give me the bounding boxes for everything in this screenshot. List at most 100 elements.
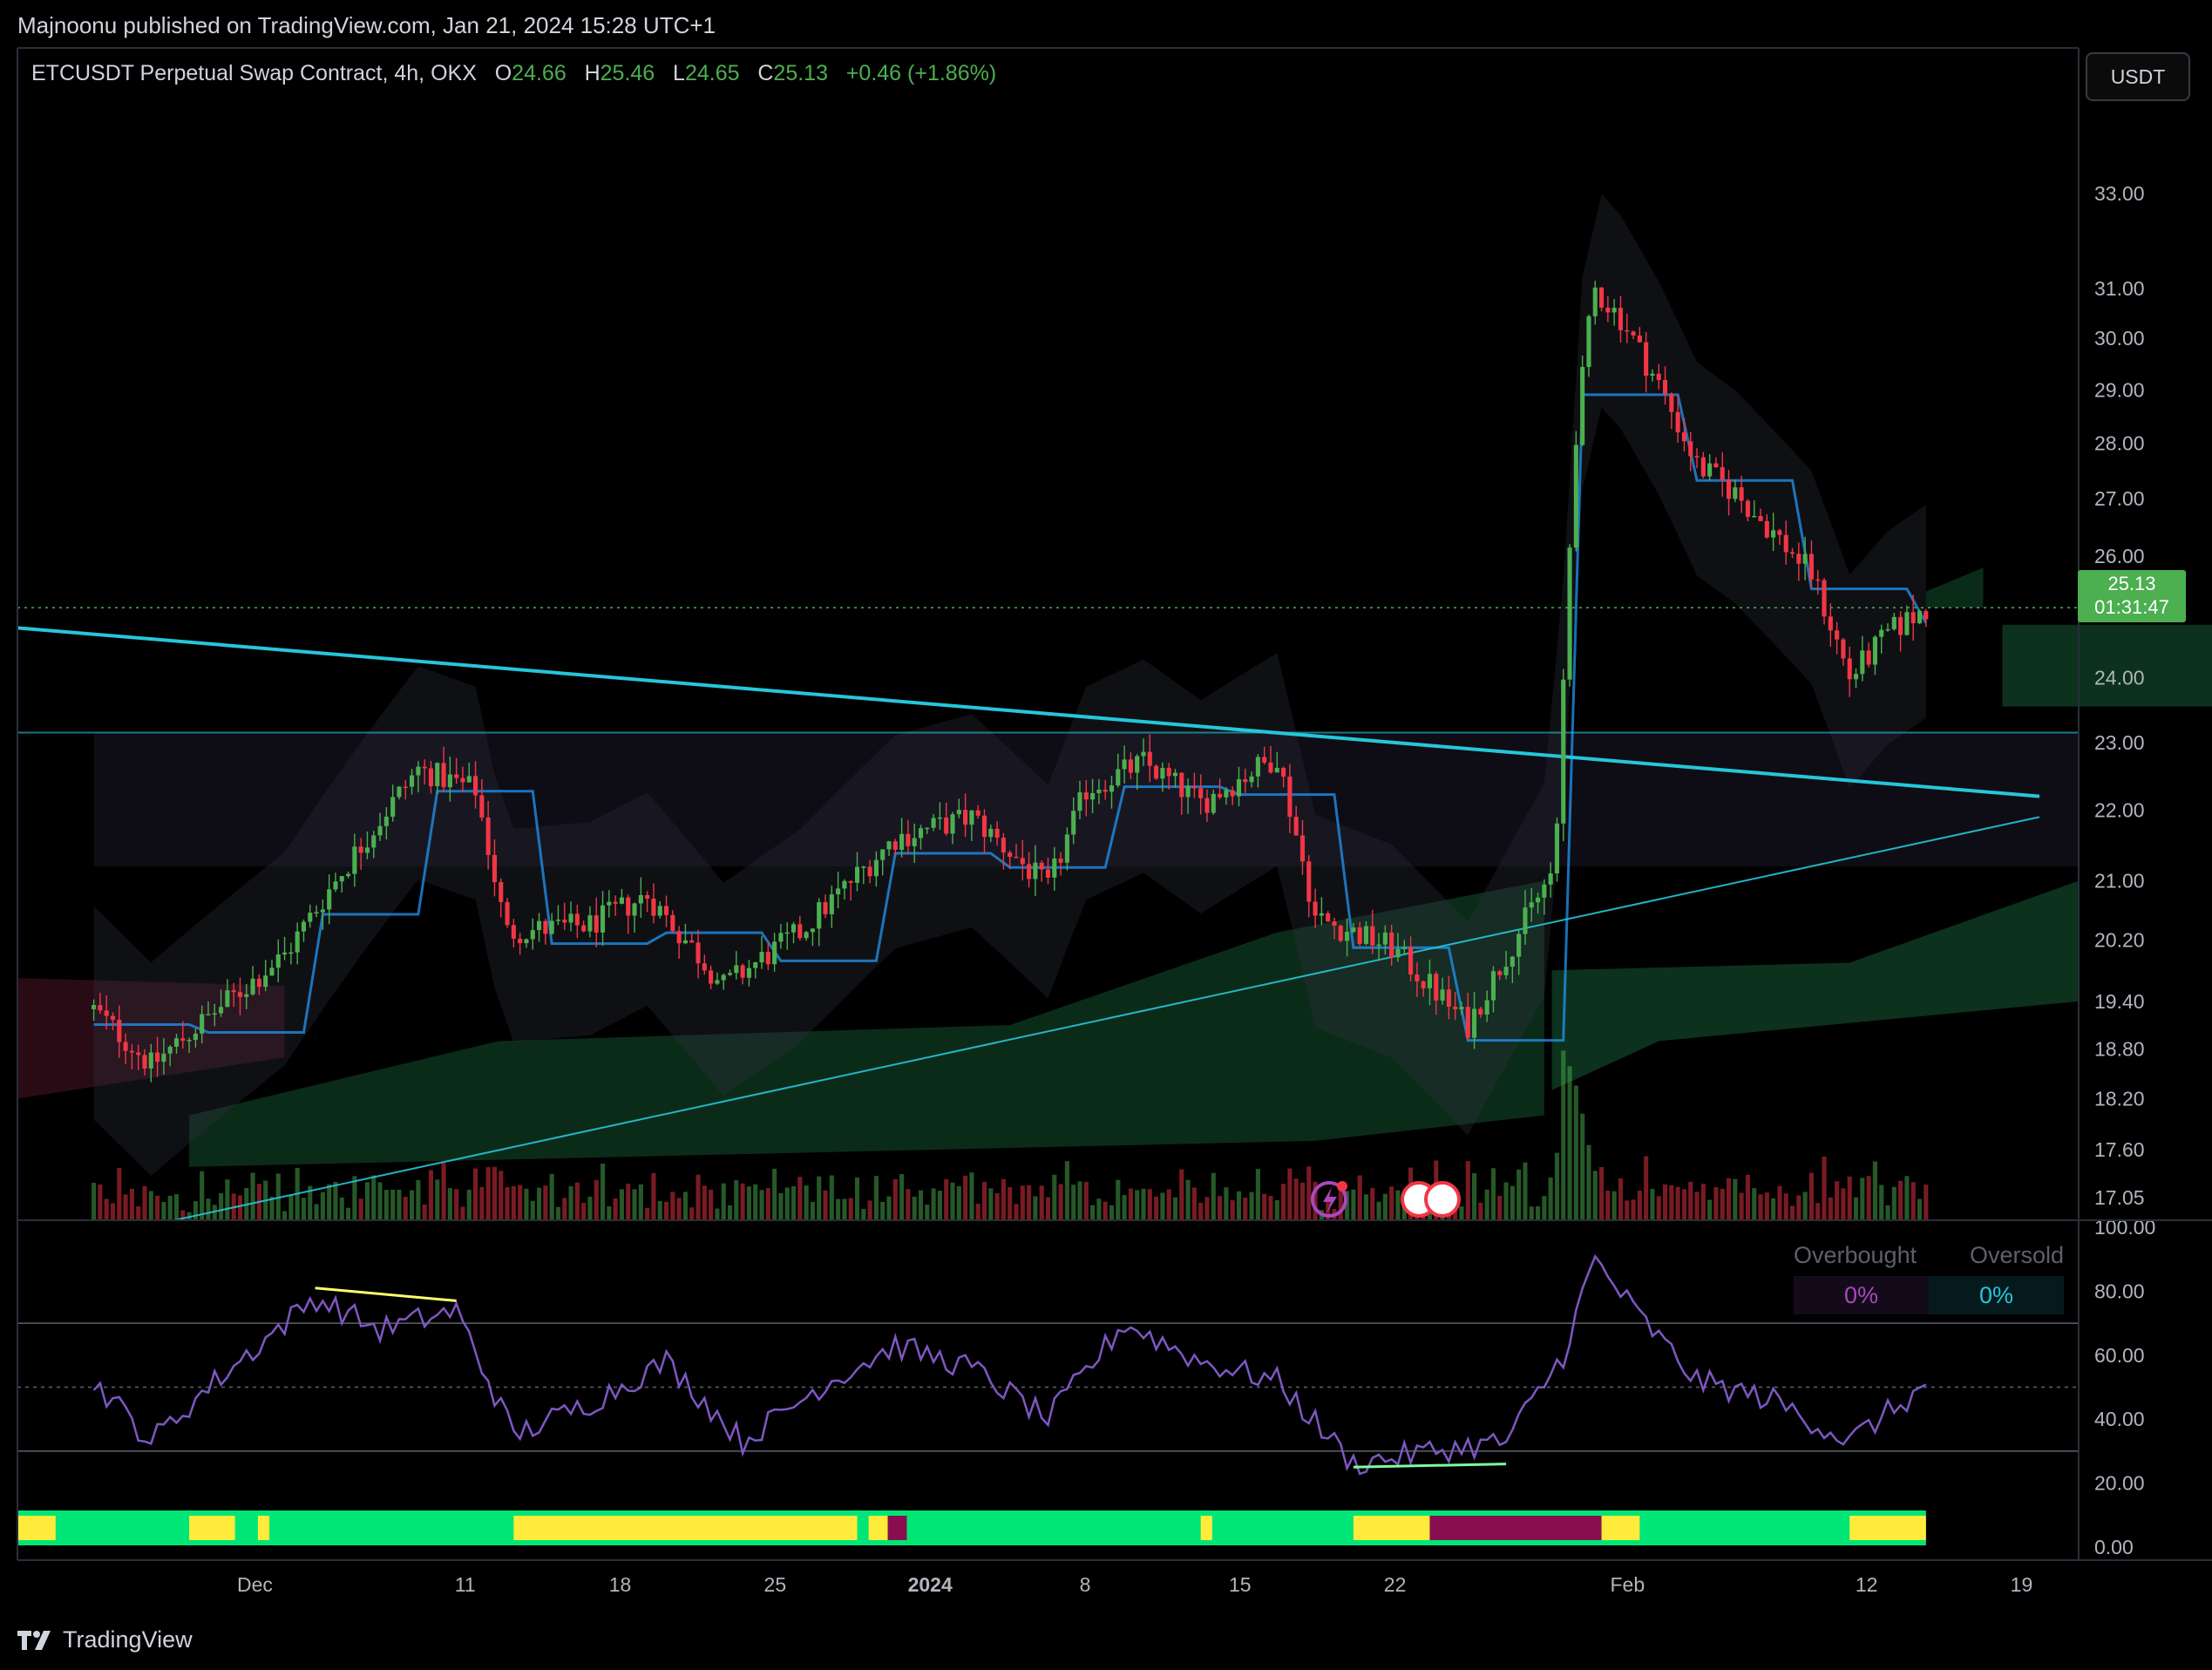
volume-bar [1389,1186,1394,1220]
volume-bar [92,1183,97,1220]
candle [721,974,726,981]
time-tick-label: Dec [237,1573,273,1596]
candle [867,866,872,877]
candle [1204,798,1210,813]
candle [817,902,822,929]
tradingview-brand[interactable]: TradingView [17,1626,193,1653]
candle [1255,757,1260,777]
volume-bar [1218,1196,1223,1220]
candle [1542,884,1547,898]
candle [1382,932,1388,945]
candle [626,897,631,916]
volume-bar [823,1190,828,1220]
candle [1612,308,1617,313]
volume-bar [555,1206,561,1220]
candle [1345,932,1350,941]
candle [518,939,523,944]
signal-strip-segment [1849,1516,1926,1540]
volume-bar [1866,1176,1871,1220]
price-tick-label: 22.00 [2094,798,2145,821]
price-tick-label: 24.00 [2094,667,2145,689]
candle [944,817,949,834]
volume-bar [1172,1197,1178,1220]
candle [1083,792,1089,800]
candle [709,970,714,984]
candle [1268,762,1273,773]
candle [1872,636,1877,665]
candle [1484,1000,1489,1015]
volume-bar [358,1198,363,1220]
volume-bar [269,1197,275,1220]
volume-bar [180,1210,186,1220]
currency-button[interactable]: USDT [2086,52,2190,101]
close-value: 25.13 [773,61,828,85]
candle [1478,1008,1483,1015]
volume-bar [1465,1161,1470,1220]
candle [682,940,688,944]
price-tick-label: 21.00 [2094,870,2145,893]
volume-bar [1529,1206,1534,1220]
candle [1879,629,1884,637]
candle [1128,759,1133,773]
rsi-tick-label: 80.00 [2094,1280,2145,1302]
candle [562,920,567,923]
candle [753,962,758,968]
time-tick-label: 25 [764,1573,787,1596]
time-tick-label: 8 [1080,1573,1091,1596]
volume-bar [1459,1206,1464,1220]
candle [1618,308,1623,330]
volume-bar [740,1183,745,1220]
volume-bar [1497,1195,1503,1220]
candle [587,915,593,932]
volume-bar [1898,1180,1903,1220]
candle [314,912,319,914]
candle [810,928,815,933]
candle [219,1007,224,1014]
candle [371,835,377,848]
volume-bar [161,1202,166,1220]
candle [1656,373,1661,380]
volume-bar [1726,1178,1732,1220]
candle [1052,859,1057,878]
candle [1218,793,1223,798]
volume-bar [282,1211,288,1220]
candle [1313,901,1318,916]
candle [460,777,465,783]
candle [136,1052,141,1056]
ichimoku-cloud-layer [17,567,2212,1167]
candle [123,1042,128,1051]
candle [1326,913,1331,922]
volume-bar [352,1176,357,1220]
volume-bar [1370,1187,1375,1220]
volume-bar [988,1188,994,1220]
candle [1866,650,1871,665]
volume-bar [1860,1178,1865,1220]
candle [1789,552,1795,554]
volume-bar [1255,1169,1260,1220]
candle [536,920,542,931]
volume-bar [1802,1191,1808,1220]
volume-bar [1363,1194,1369,1220]
rsi-line [92,1253,1927,1476]
signal-strip-segment [189,1516,235,1540]
candle [1745,500,1750,518]
candle [702,963,707,971]
volume-bar [1853,1197,1859,1220]
overbought-oversold-table: Overbought Oversold 0% 0% [1794,1242,2064,1320]
volume-bar [790,1185,797,1220]
volume-bar [454,1189,459,1220]
volume-bar [129,1188,134,1220]
volume-bar [880,1201,885,1220]
price-tick-label: 17.05 [2094,1186,2145,1209]
candle [1172,772,1178,777]
volume-bar [1326,1202,1331,1220]
volume-bar [1815,1203,1821,1220]
price-tick-label: 28.00 [2094,432,2145,455]
price-tick-label: 23.00 [2094,731,2145,754]
signal-strip-segment [513,1516,858,1540]
volume-bar [1052,1174,1057,1220]
volume-bar [1103,1201,1108,1220]
volume-bar [1885,1205,1890,1220]
time-tick-label: 2024 [908,1573,953,1596]
